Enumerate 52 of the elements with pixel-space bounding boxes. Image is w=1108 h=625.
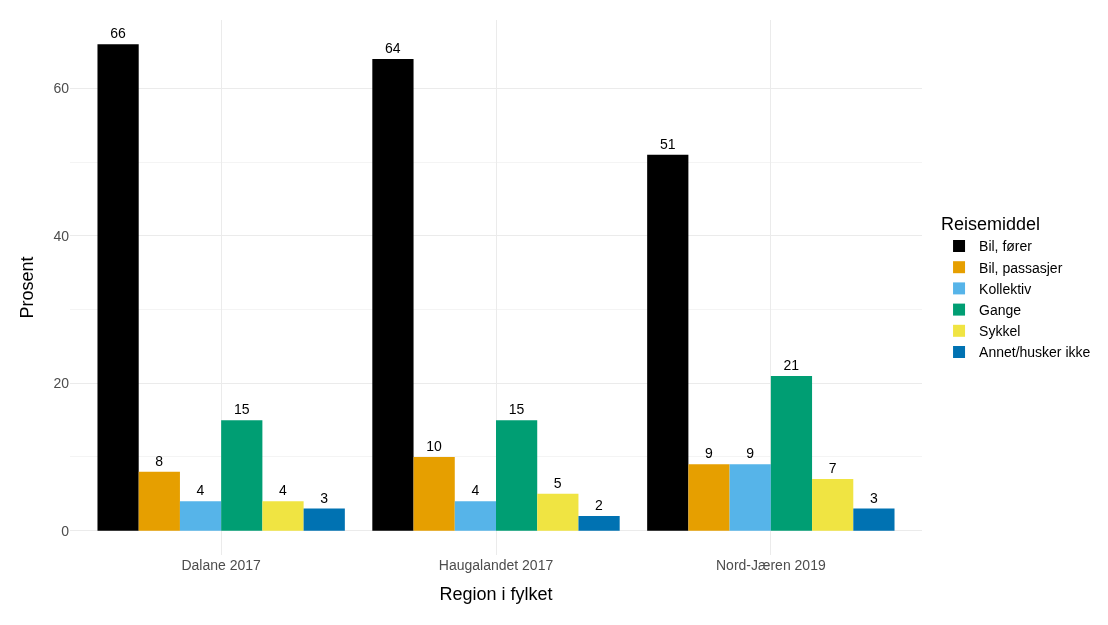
legend-label: Kollektiv	[979, 280, 1032, 297]
bar	[97, 44, 139, 531]
bar	[454, 501, 496, 531]
bar	[179, 501, 222, 531]
x-tick-label: Nord-Jæren 2019	[715, 557, 826, 573]
data-label: 15	[508, 401, 525, 418]
data-label: 7	[828, 460, 837, 477]
legend-label: Bil, fører	[979, 238, 1033, 255]
bar	[221, 420, 263, 531]
legend-title: Reisemiddel	[941, 214, 1041, 235]
data-label: 21	[783, 356, 800, 373]
legend-label: Sykkel	[979, 323, 1021, 340]
data-label: 15	[233, 401, 250, 418]
data-label: 4	[196, 482, 205, 499]
bar	[688, 464, 730, 531]
bar	[372, 59, 414, 531]
data-label: 10	[426, 437, 443, 454]
bar	[496, 420, 538, 531]
data-label: 4	[279, 482, 287, 499]
data-label: 3	[320, 489, 329, 506]
x-axis-title: Region i fylket	[439, 584, 553, 605]
data-label: 9	[705, 445, 713, 462]
data-label: 3	[869, 489, 878, 506]
x-tick-label: Dalane 2017	[181, 557, 262, 573]
data-label: 64	[385, 40, 401, 57]
x-tick-label: Haugalandet 2017	[438, 557, 554, 573]
data-label: 2	[595, 496, 604, 513]
data-label: 66	[110, 25, 126, 42]
data-label: 51	[659, 135, 676, 152]
data-label: 9	[746, 445, 755, 462]
y-tick-label: 60	[53, 80, 70, 97]
bar	[770, 375, 813, 531]
legend-label: Gange	[979, 302, 1022, 319]
legend-label: Annet/husker ikke	[979, 344, 1091, 361]
data-label: 5	[553, 474, 562, 491]
y-tick-label: 20	[53, 375, 70, 392]
bar	[812, 479, 854, 531]
bar	[262, 501, 304, 531]
bar	[578, 515, 620, 531]
bar	[138, 471, 180, 531]
bar	[729, 464, 771, 531]
bar	[303, 508, 345, 531]
bar	[647, 154, 689, 531]
y-tick-label: 0	[61, 522, 70, 539]
y-axis-title: Prosent	[16, 256, 37, 319]
y-tick-label: 40	[53, 227, 70, 244]
data-label: 4	[471, 482, 480, 499]
bar	[413, 456, 455, 531]
bar	[853, 508, 895, 531]
bar	[537, 493, 579, 531]
legend-label: Bil, passasjer	[979, 259, 1063, 276]
data-label: 8	[155, 452, 164, 469]
